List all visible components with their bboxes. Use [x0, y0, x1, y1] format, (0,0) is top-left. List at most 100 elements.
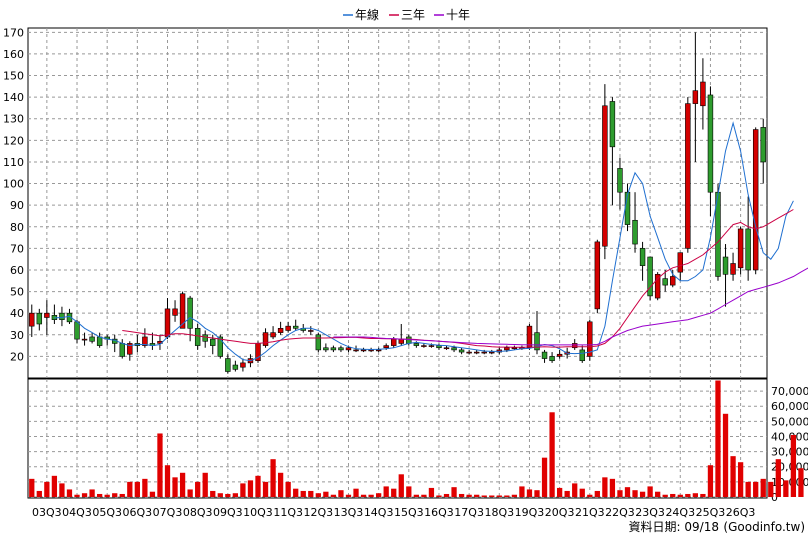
- x-tick-label: 11Q3: [273, 506, 303, 519]
- volume-bar: [647, 486, 653, 497]
- x-tick-label: 05Q3: [92, 506, 122, 519]
- volume-bar: [436, 495, 442, 497]
- volume-bar: [255, 475, 261, 497]
- candle-down: [119, 343, 125, 357]
- volume-bar: [225, 493, 231, 497]
- candle-up: [587, 321, 593, 357]
- price-tick-label: 170: [3, 26, 24, 39]
- volume-bar: [489, 495, 495, 497]
- volume-bar: [338, 490, 344, 497]
- volume-tick-label: 70,000: [771, 385, 808, 398]
- volume-bar: [511, 494, 518, 497]
- candle-up: [556, 353, 563, 357]
- candle-up: [466, 351, 472, 354]
- volume-bar: [707, 465, 714, 497]
- candle-down: [647, 256, 653, 297]
- candle-down: [338, 347, 344, 351]
- volume-bar: [775, 459, 781, 497]
- volume-bar: [677, 494, 683, 497]
- candle-down: [187, 297, 193, 329]
- candle-up: [677, 252, 683, 273]
- volume-bar: [308, 490, 314, 497]
- candle-down: [436, 345, 442, 349]
- volume-bar: [549, 412, 555, 497]
- candle-down: [315, 334, 322, 351]
- volume-bar: [466, 494, 472, 497]
- legend: 年線 三年 十年: [343, 7, 470, 22]
- candle-up: [737, 228, 744, 269]
- candle-up: [368, 349, 374, 352]
- volume-bar: [300, 490, 306, 497]
- volume-bar: [421, 494, 427, 497]
- legend-label-annual: 年線: [355, 7, 379, 22]
- price-panel: [27, 27, 768, 379]
- volume-bar: [134, 481, 140, 497]
- volume-bar: [451, 487, 457, 497]
- candle-down: [609, 101, 616, 148]
- candle-up: [179, 293, 186, 329]
- legend-label-three-year: 三年: [401, 8, 425, 22]
- volume-bar: [81, 493, 88, 497]
- volume-bar: [51, 475, 58, 497]
- volume-bar: [270, 459, 276, 497]
- volume-bar: [127, 481, 133, 497]
- volume-bar: [44, 481, 50, 497]
- x-tick-label: 22Q3: [605, 506, 635, 519]
- candle-down: [194, 328, 201, 346]
- x-tick-label: 13Q3: [334, 506, 364, 519]
- candle-down: [232, 364, 239, 370]
- candle-down: [323, 347, 329, 351]
- candle-down: [217, 336, 224, 357]
- price-tick-label: 150: [3, 70, 24, 83]
- x-tick-label: 17Q3: [454, 506, 484, 519]
- candle-up: [511, 347, 518, 350]
- candle-up: [602, 105, 608, 247]
- volume-bar: [587, 494, 593, 497]
- price-tick-label: 20: [10, 350, 24, 363]
- candle-down: [632, 219, 638, 245]
- volume-bar: [323, 491, 329, 497]
- candle-down: [96, 336, 103, 346]
- candle-up: [481, 351, 487, 354]
- price-tick-label: 100: [3, 178, 24, 191]
- candle-up: [277, 328, 284, 333]
- candle-up: [127, 343, 133, 355]
- candle-down: [74, 321, 80, 340]
- candle-up: [383, 345, 389, 349]
- volume-bar: [119, 493, 125, 497]
- volume-bar: [458, 493, 465, 497]
- volume-bar: [157, 433, 163, 497]
- x-tick-label: 08Q3: [183, 506, 213, 519]
- moving-average-lines: [54, 121, 808, 362]
- candle-up: [571, 343, 578, 349]
- candle-down: [639, 248, 646, 266]
- volume-bar: [187, 489, 193, 497]
- price-tick-label: 160: [3, 48, 24, 61]
- candle-up: [391, 338, 397, 346]
- x-tick-label: 14Q3: [364, 506, 394, 519]
- candle-up: [240, 362, 246, 368]
- price-grid: [28, 28, 767, 378]
- x-axis-labels: 03Q3 04Q3 05Q3 06Q3 07Q3 08Q3 09Q3 10Q3 11Q3 12Q3…: [32, 506, 755, 519]
- volume-bar: [617, 490, 623, 497]
- price-tick-label: 110: [3, 156, 24, 169]
- candle-up: [443, 347, 450, 350]
- candle-up: [594, 241, 601, 310]
- candle-up: [29, 312, 35, 327]
- volume-bar: [345, 494, 352, 497]
- candle-up: [654, 273, 661, 299]
- candle-down: [579, 349, 585, 362]
- x-tick-label: 10Q3: [243, 506, 273, 519]
- candle-down: [406, 336, 412, 344]
- x-tick-label: 23Q3: [635, 506, 665, 519]
- candlesticks: [29, 32, 766, 374]
- volume-bar: [406, 486, 412, 497]
- volume-bar: [66, 489, 73, 497]
- volume-bar: [760, 478, 766, 497]
- price-tick-label: 130: [3, 113, 24, 126]
- candle-down: [89, 336, 95, 342]
- volume-bar: [368, 494, 374, 497]
- volume-tick-label: 30,000: [771, 446, 808, 459]
- x-tick-label: 18Q3: [484, 506, 514, 519]
